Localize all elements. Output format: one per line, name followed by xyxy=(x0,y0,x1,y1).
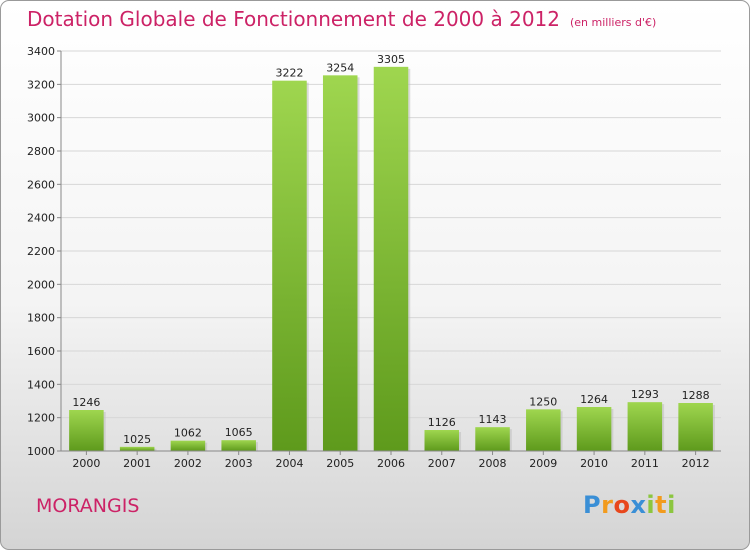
bar-2010 xyxy=(576,407,612,451)
x-tick-label: 2003 xyxy=(225,457,253,470)
y-tick-label: 2200 xyxy=(27,245,55,258)
brand-logo: Proxiti xyxy=(583,491,676,519)
value-label: 1025 xyxy=(123,433,151,446)
y-tick-label: 2400 xyxy=(27,212,55,225)
value-label: 1062 xyxy=(174,427,202,440)
x-tick-label: 2000 xyxy=(72,457,100,470)
brand-letter: x xyxy=(630,491,647,519)
brand-letter: P xyxy=(583,491,602,519)
x-tick-label: 2005 xyxy=(326,457,354,470)
y-tick-label: 3200 xyxy=(27,78,55,91)
value-label: 1065 xyxy=(225,426,253,439)
value-label: 1246 xyxy=(72,396,100,409)
value-label: 1250 xyxy=(529,395,557,408)
chart-title: Dotation Globale de Fonctionnement de 20… xyxy=(27,7,656,31)
y-tick-label: 2800 xyxy=(27,145,55,158)
axes: 1000 1200 1400 1600 1800 2000 2200 2400 2600 2800… xyxy=(27,45,721,470)
brand-letter: r xyxy=(601,491,614,519)
bar-2004 xyxy=(272,80,307,452)
value-label: 3305 xyxy=(377,53,405,66)
brand-letter: t xyxy=(655,491,668,519)
y-tick-label: 3400 xyxy=(27,45,55,58)
y-tick-label: 2600 xyxy=(27,178,55,191)
bar-2012 xyxy=(678,403,713,451)
brand-letter: i xyxy=(646,491,656,519)
y-tick-label: 3000 xyxy=(27,112,55,125)
bar-2008 xyxy=(475,427,510,451)
bar-2009 xyxy=(526,409,561,451)
bar-2000 xyxy=(69,410,104,451)
bar-2007 xyxy=(424,430,460,451)
x-tick-label: 2006 xyxy=(377,457,405,470)
value-label: 3254 xyxy=(326,61,354,74)
x-tick-label: 2011 xyxy=(631,457,659,470)
x-tick-label: 2009 xyxy=(529,457,557,470)
bar-2006 xyxy=(373,66,409,451)
x-tick-label: 2008 xyxy=(479,457,507,470)
chart-unit: (en milliers d'€) xyxy=(570,16,657,29)
value-label: 1288 xyxy=(682,389,710,402)
value-label: 1293 xyxy=(631,388,659,401)
bar-2011 xyxy=(627,402,663,451)
y-tick-label: 1200 xyxy=(27,412,55,425)
bar-2001 xyxy=(119,446,155,451)
value-label: 1126 xyxy=(428,416,456,429)
y-tick-label: 1800 xyxy=(27,312,55,325)
y-tick-label: 1000 xyxy=(27,445,55,458)
x-tick-label: 2007 xyxy=(428,457,456,470)
y-tick-label: 1400 xyxy=(27,378,55,391)
x-tick-label: 2004 xyxy=(275,457,303,470)
brand-letter: i xyxy=(667,491,676,519)
x-tick-label: 2010 xyxy=(580,457,608,470)
x-tick-label: 2002 xyxy=(174,457,202,470)
bar-2003 xyxy=(221,440,256,451)
value-label: 1264 xyxy=(580,393,608,406)
brand-letter: o xyxy=(613,491,631,519)
bar-2005 xyxy=(322,75,358,451)
x-tick-label: 2001 xyxy=(123,457,151,470)
value-label: 1143 xyxy=(479,413,507,426)
y-tick-label: 2000 xyxy=(27,278,55,291)
commune-name: MORANGIS xyxy=(36,495,140,517)
x-tick-label: 2012 xyxy=(682,457,710,470)
chart-title-text: Dotation Globale de Fonctionnement de 20… xyxy=(27,7,560,31)
bar-2002 xyxy=(170,440,206,451)
bars: 1246 1025 1062 1065 3222 3254 3305 1126 1143 1250… xyxy=(69,53,715,452)
y-tick-label: 1600 xyxy=(27,345,55,358)
value-label: 3222 xyxy=(275,67,303,80)
